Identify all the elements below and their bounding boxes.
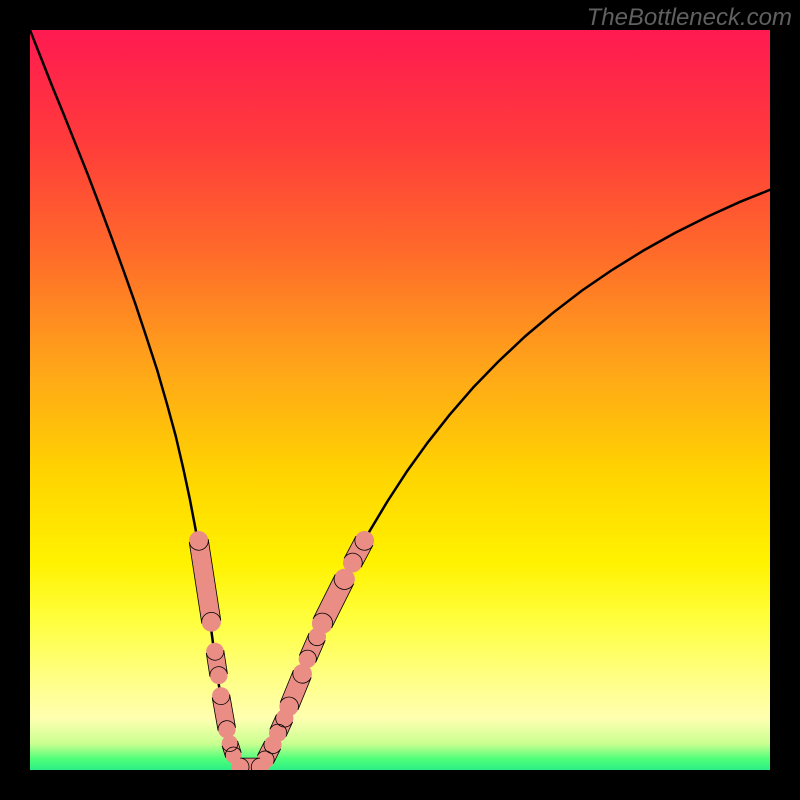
curve-marker <box>289 674 302 707</box>
curve-marker <box>221 696 227 729</box>
curve-marker <box>230 743 234 755</box>
curve-marker <box>353 541 365 563</box>
bottleneck-chart <box>0 0 800 800</box>
curve-marker <box>278 718 285 733</box>
chart-background <box>30 30 770 770</box>
curve-marker <box>215 652 219 676</box>
curve-marker <box>199 541 212 622</box>
chart-root: TheBottleneck.com <box>0 0 800 800</box>
